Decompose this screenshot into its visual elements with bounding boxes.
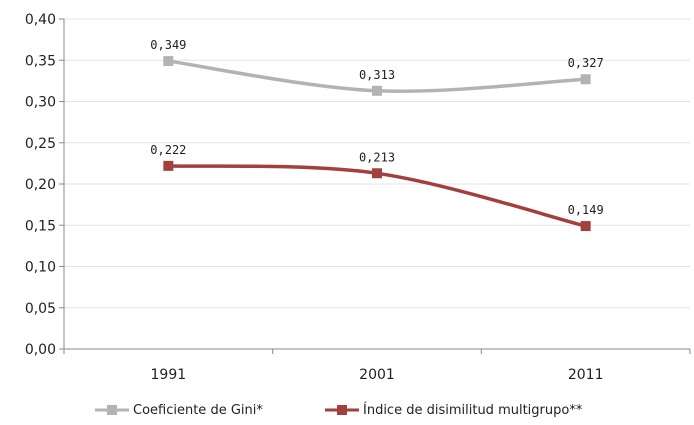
data-label: 0,327 [568,56,604,70]
legend: Coeficiente de Gini* Índice de disimilitu… [95,402,583,418]
data-label: 0,222 [150,143,186,157]
x-tick-label: 1991 [151,367,187,383]
data-point [372,85,382,96]
data-point [372,168,382,179]
x-tick-label: 2011 [568,367,604,383]
legend-label: Índice de disimilitud multigrupo** [363,402,583,418]
x-tick-labels: 1991 2001 2011 [151,367,604,383]
y-tick-label: 0,10 [25,260,56,276]
data-point [580,74,591,85]
data-label: 0,313 [359,68,395,82]
y-tick-label: 0,40 [25,12,56,28]
data-point [163,56,174,67]
legend-label: Coeficiente de Gini* [133,403,263,418]
data-point [163,160,174,171]
series-group: 0,349 0,313 0,327 0,222 0,213 0,149 [150,38,604,232]
y-tick-label: 0,20 [25,177,56,193]
x-tick-label: 2001 [359,367,395,383]
data-point [580,221,591,232]
y-tick-label: 0,30 [25,95,56,111]
axes [59,18,691,354]
data-label: 0,213 [359,150,395,164]
legend-swatch-marker [337,405,347,415]
y-tick-labels: 0,00 0,05 0,10 0,15 0,20 0,25 0,30 0,35 0,40 [25,12,56,358]
y-tick-label: 0,05 [25,301,56,317]
y-tick-label: 0,00 [25,342,56,358]
y-tick-label: 0,35 [25,53,56,69]
y-tick-label: 0,25 [25,136,56,152]
data-label: 0,149 [568,203,604,217]
legend-swatch-marker [107,405,117,415]
data-label: 0,349 [150,38,186,52]
y-tick-label: 0,15 [25,218,56,234]
